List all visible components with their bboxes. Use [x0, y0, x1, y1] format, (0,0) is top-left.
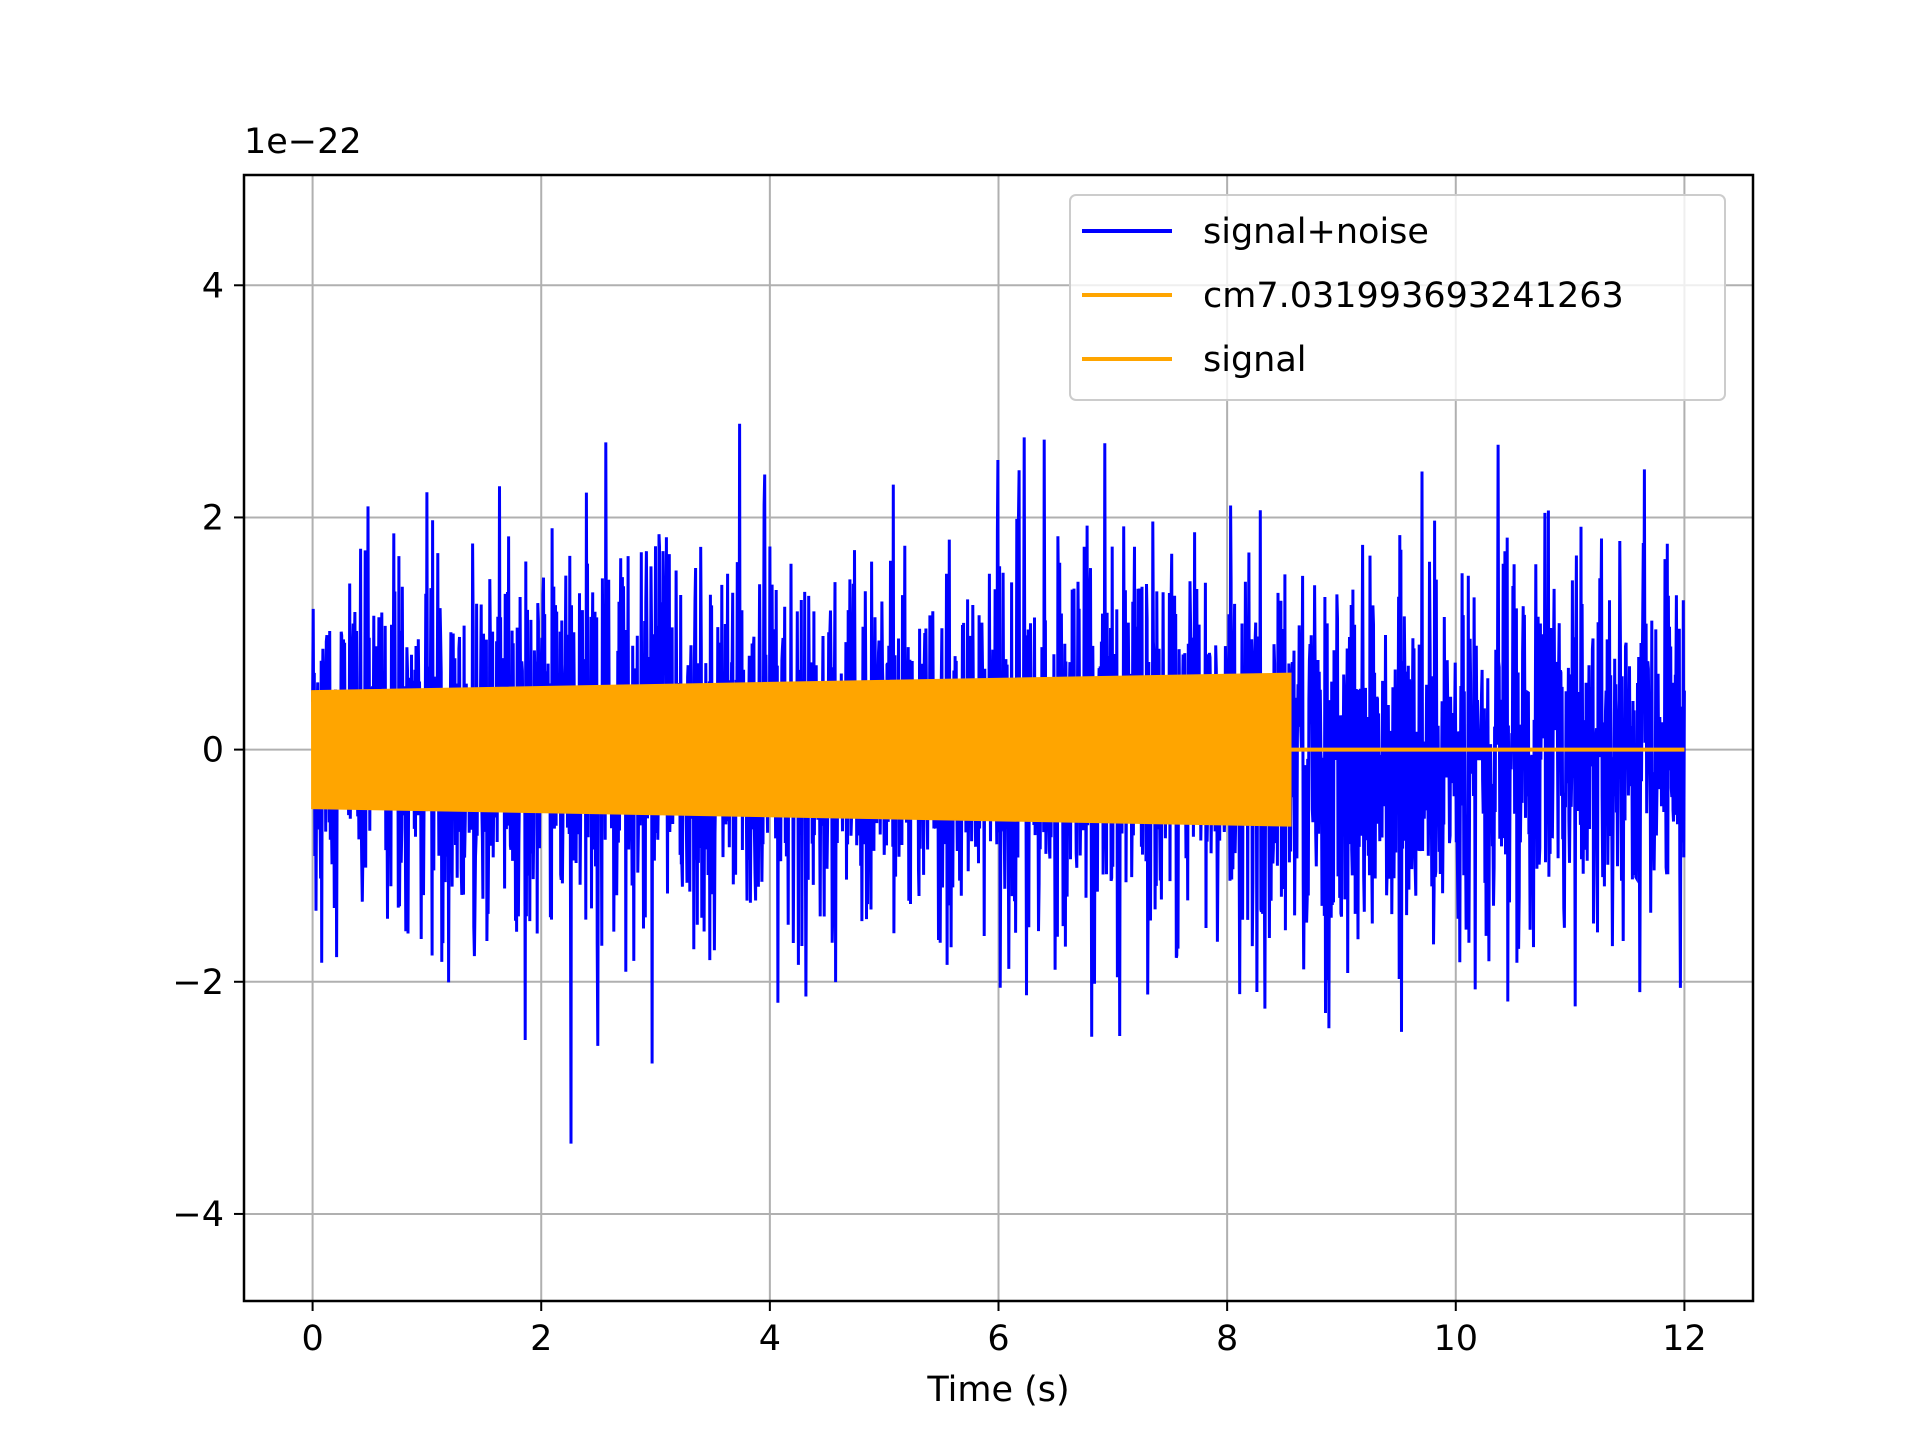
y-tick-label: 0: [202, 731, 224, 771]
x-tick-label: 4: [759, 1319, 781, 1359]
legend-label: signal+noise: [1203, 212, 1429, 252]
series-signal-noise-line: [311, 423, 1686, 1144]
x-tick-label: 0: [301, 1319, 323, 1359]
x-axis-label: Time (s): [926, 1370, 1069, 1410]
y-offset-label: 1e−22: [244, 122, 362, 162]
x-tick-label: 2: [530, 1319, 552, 1359]
legend: signal+noise cm7.031993693241263 signal: [1069, 194, 1726, 401]
x-tick-label: 6: [987, 1319, 1009, 1359]
legend-box: [1069, 194, 1726, 401]
x-tick-label: 12: [1662, 1319, 1707, 1359]
x-tick-label: 10: [1433, 1319, 1478, 1359]
y-tick-label: −2: [172, 963, 224, 1003]
y-tick-label: 2: [202, 498, 224, 538]
legend-label: signal: [1203, 340, 1307, 380]
series-cm-line: [311, 674, 1292, 826]
y-tick-label: 4: [202, 266, 224, 306]
axis-ticks: 0 2 4 6 8 10 12 −4 −2 0 2 4: [172, 266, 1706, 1359]
legend-label: cm7.031993693241263: [1203, 276, 1624, 316]
y-tick-label: −4: [172, 1195, 224, 1235]
plot-area: [311, 423, 1686, 1144]
x-tick-label: 8: [1216, 1319, 1238, 1359]
